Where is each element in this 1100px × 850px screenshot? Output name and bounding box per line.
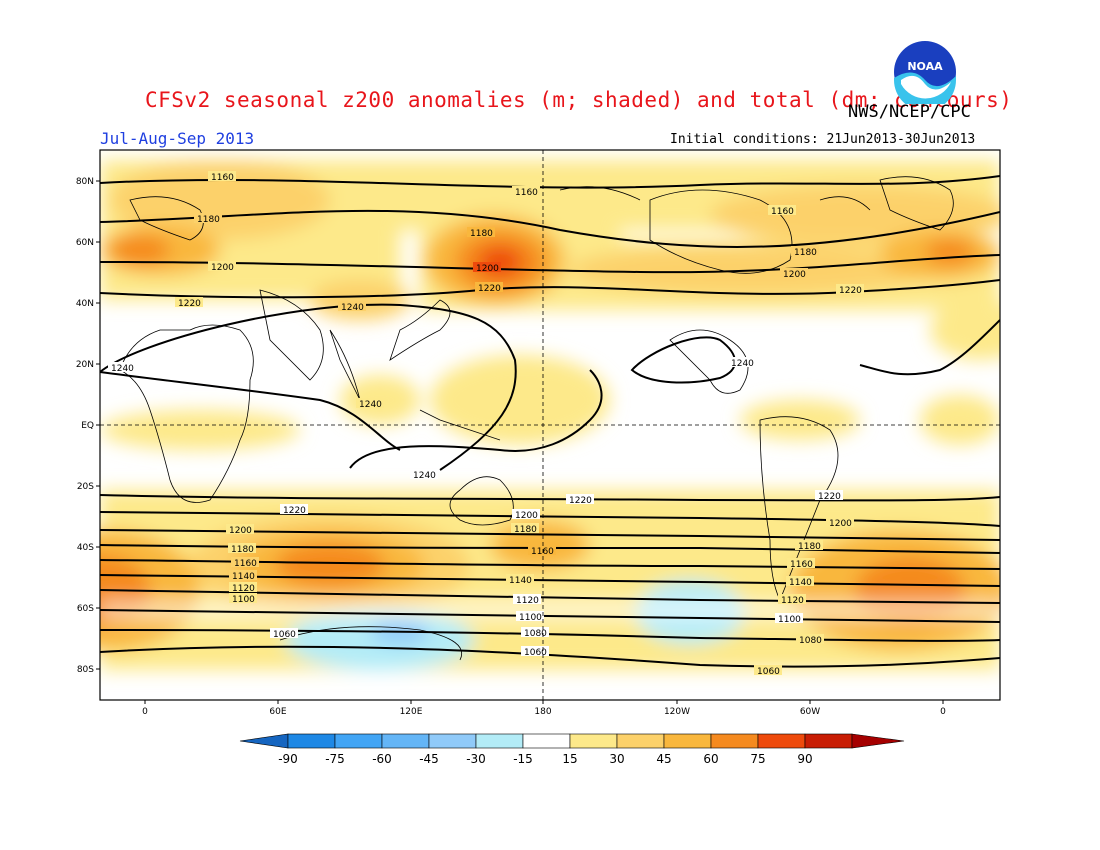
- contour-label: 1220: [818, 492, 841, 502]
- colorbar-segment: [804, 733, 853, 749]
- colorbar-level-label: -30: [466, 752, 486, 766]
- colorbar-level-label: -90: [278, 752, 298, 766]
- organization-label: NWS/NCEP/CPC: [848, 102, 971, 122]
- contour-label: 1160: [515, 188, 538, 198]
- contour-label: 1220: [478, 284, 501, 294]
- contour-label: 1220: [839, 286, 862, 296]
- colorbar-level-label: 45: [656, 752, 671, 766]
- lat-label: 60N: [76, 238, 94, 248]
- contour-label: 1240: [413, 471, 436, 481]
- axis-ticks: [96, 180, 944, 704]
- contour-label: 1200: [829, 519, 852, 529]
- contour-label: 1160: [234, 559, 257, 569]
- contour-label: 1120: [781, 596, 804, 606]
- colorbar-level-label: 15: [562, 752, 577, 766]
- contour-label: 1240: [111, 364, 134, 374]
- reference-lines: [100, 150, 1000, 700]
- noaa-logo: NOAA: [894, 41, 956, 104]
- lon-label: 60W: [800, 707, 820, 717]
- contour-label: 1200: [783, 270, 806, 280]
- lat-label: 60S: [77, 604, 94, 614]
- contour-label: 1120: [232, 584, 255, 594]
- lon-label: 0: [940, 707, 946, 717]
- contour-label: 1200: [211, 263, 234, 273]
- contour-labels: 1160 1160 1160 1180 1180 1180 1200 1200 …: [108, 171, 864, 677]
- lon-label: 120E: [400, 707, 423, 717]
- contour-label: 1140: [509, 576, 532, 586]
- lat-label: 80S: [77, 665, 94, 675]
- contour-label: 1100: [519, 613, 542, 623]
- lat-labels: 80N 60N 40N 20N EQ 20S 40S 60S 80S: [76, 177, 94, 675]
- contour-label: 1180: [514, 525, 537, 535]
- colorbar-level-label: 90: [797, 752, 812, 766]
- contour-label: 1180: [470, 229, 493, 239]
- contour-label: 1140: [232, 572, 255, 582]
- contour-label: 1100: [778, 615, 801, 625]
- main-title: CFSv2 seasonal z200 anomalies (m; shaded…: [145, 88, 1013, 112]
- contour-label: 1160: [531, 547, 554, 557]
- contour-label: 1160: [211, 173, 234, 183]
- contour-label: 1060: [273, 630, 296, 640]
- lat-label: 40S: [77, 543, 94, 553]
- colorbar-segment: [287, 733, 336, 749]
- contour-label: 1160: [790, 560, 813, 570]
- contour-label: 1180: [798, 542, 821, 552]
- contour-label: 1220: [283, 506, 306, 516]
- colorbar-segment: [757, 733, 806, 749]
- contour-label: 1160: [771, 207, 794, 217]
- colorbar-segment: [475, 733, 524, 749]
- contour-label: 1060: [757, 667, 780, 677]
- contour-label: 1240: [341, 303, 364, 313]
- lon-label: 120W: [664, 707, 690, 717]
- colorbar-level-label: -60: [372, 752, 392, 766]
- lon-label: 0: [142, 707, 148, 717]
- lat-label: 40N: [76, 299, 94, 309]
- contour-label: 1140: [789, 578, 812, 588]
- contour-label: 1080: [524, 629, 547, 639]
- contour-label: 1240: [359, 400, 382, 410]
- lat-label: 20N: [76, 360, 94, 370]
- colorbar-segment: [334, 733, 383, 749]
- contour-label: 1120: [516, 596, 539, 606]
- lat-label: 80N: [76, 177, 94, 187]
- total-height-contours: [100, 175, 1000, 668]
- lon-label: 60E: [269, 707, 286, 717]
- contour-label: 1100: [232, 595, 255, 605]
- colorbar-segment: [381, 733, 430, 749]
- colorbar-segment: [428, 733, 477, 749]
- colorbar-level-label: 60: [703, 752, 718, 766]
- contour-label: 1180: [231, 545, 254, 555]
- contour-label: 1200: [476, 264, 499, 274]
- season-label: Jul-Aug-Sep 2013: [100, 129, 255, 148]
- colorbar-level-label: 30: [609, 752, 624, 766]
- contour-label: 1240: [731, 359, 754, 369]
- contour-label: 1220: [178, 299, 201, 309]
- contour-label: 1180: [197, 215, 220, 225]
- colorbar-segment: [522, 733, 571, 749]
- colorbar-level-label: 75: [750, 752, 765, 766]
- colorbar-level-label: -15: [513, 752, 533, 766]
- lat-label: 20S: [77, 482, 94, 492]
- contour-label: 1180: [794, 248, 817, 258]
- colorbar: -90 -75 -60 -45 -30 -15 15 30 45 60 75 90: [239, 733, 905, 766]
- contour-label: 1200: [229, 526, 252, 536]
- initial-conditions-label: Initial conditions: 21Jun2013-30Jun2013: [670, 132, 976, 147]
- colorbar-arrow-high: [851, 733, 905, 749]
- contour-label: 1080: [799, 636, 822, 646]
- lat-label: EQ: [81, 421, 94, 431]
- colorbar-segment: [663, 733, 712, 749]
- lon-label: 180: [534, 707, 551, 717]
- colorbar-arrow-low: [239, 733, 289, 749]
- lon-labels: 0 60E 120E 180 120W 60W 0: [142, 707, 946, 717]
- colorbar-level-label: -45: [419, 752, 439, 766]
- contour-label: 1060: [524, 648, 547, 658]
- contour-label: 1200: [515, 511, 538, 521]
- colorbar-segment: [616, 733, 665, 749]
- contour-label: 1220: [569, 496, 592, 506]
- colorbar-level-label: -75: [325, 752, 345, 766]
- svg-text:NOAA: NOAA: [907, 60, 943, 73]
- colorbar-segment: [569, 733, 618, 749]
- colorbar-segment: [710, 733, 759, 749]
